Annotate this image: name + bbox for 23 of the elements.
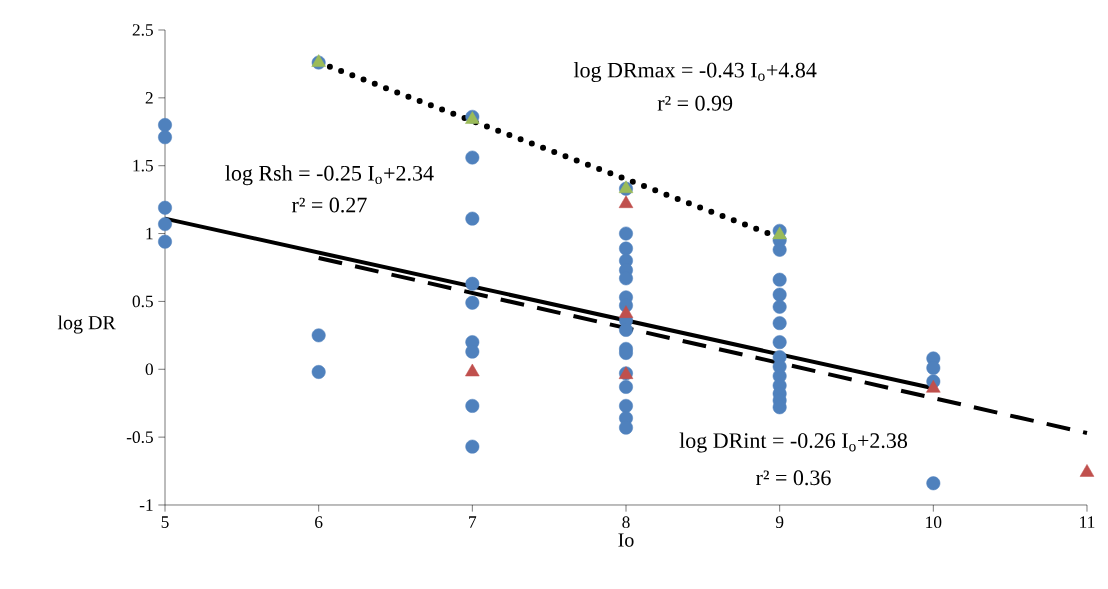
annotation: r² = 0.36 [756, 470, 831, 486]
y-tick-label: 2.5 [132, 24, 153, 36]
y-tick-label: 2 [145, 92, 153, 104]
x-axis-title: Io [618, 533, 634, 547]
y-tick-label: -1 [139, 499, 153, 511]
annotation: r² = 0.99 [657, 95, 733, 111]
annotation: r² = 0.27 [291, 197, 367, 213]
x-tick-label: 10 [926, 516, 942, 529]
y-tick-label: 1 [146, 227, 153, 240]
x-tick-label: 7 [469, 516, 477, 528]
x-tick-label: 5 [161, 516, 169, 528]
annotation: log DRmax = -0.43 I$_{o}$+4.84 [573, 62, 817, 83]
y-tick-label: 0 [145, 363, 153, 376]
y-tick-label: 1.5 [133, 159, 153, 172]
x-tick-label: 11 [1080, 516, 1095, 528]
x-tick-label: 8 [622, 516, 630, 529]
annotation: log Rsh = -0.25 I$_{o}$+2.34 [225, 165, 434, 186]
y-axis-title: log DR [57, 315, 116, 334]
y-tick-label: 0.5 [132, 295, 153, 308]
x-tick-label: 6 [315, 516, 323, 529]
annotation: log DRint = -0.26 I$_{o}$+2.38 [679, 432, 908, 453]
y-tick-label: -0.5 [126, 431, 153, 444]
x-tick-label: 9 [775, 516, 784, 529]
